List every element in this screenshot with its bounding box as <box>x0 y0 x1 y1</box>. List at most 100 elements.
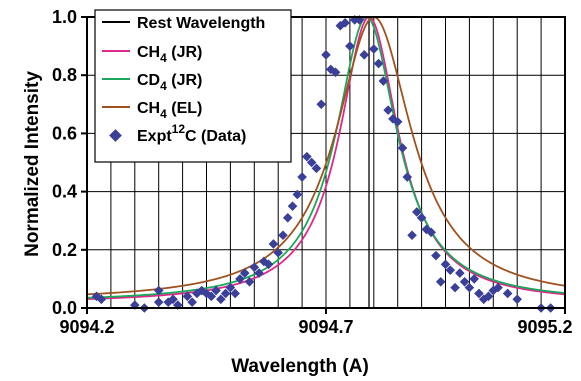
x-axis-title: Wavelength (A) <box>231 356 369 377</box>
legend: Rest Wavelength CH4 (JR) CD4 (JR) CH4 (E… <box>94 9 292 163</box>
data-point-diamond <box>220 288 231 299</box>
data-point-diamond <box>316 99 327 110</box>
legend-entry-expt: Expt12C (Data) <box>109 122 246 145</box>
data-point-diamond <box>397 143 408 153</box>
data-point-diamond <box>163 297 174 307</box>
data-point-diamond <box>192 288 202 299</box>
data-point-diamond <box>392 116 403 127</box>
legend-entry-ch4-el: CH4 (EL) <box>102 100 202 121</box>
x-tick-label: 9094.2 <box>59 317 114 337</box>
data-point-diamond <box>263 259 274 270</box>
data-point-diamond <box>287 201 298 211</box>
y-axis-title: Normalized Intensity <box>22 71 43 257</box>
data-point-diamond <box>153 297 164 307</box>
data-point-diamond <box>440 259 451 270</box>
data-point-diamond <box>268 239 279 249</box>
data-point-diamond <box>474 288 484 299</box>
data-point-diamond <box>478 294 489 305</box>
data-point-diamond <box>512 294 522 305</box>
series-line <box>86 16 566 299</box>
legend-label-expt-tail: C (Data) <box>185 128 246 145</box>
data-point-diamond <box>359 50 370 60</box>
data-point-diamond <box>130 300 140 310</box>
legend-entry-rest: Rest Wavelength <box>102 15 265 32</box>
y-tick-labels: 0.0 0.2 0.4 0.6 0.8 1.0 <box>52 7 77 318</box>
data-point-diamond <box>469 274 479 284</box>
data-point-diamond <box>345 41 355 51</box>
data-point-diamond <box>244 277 255 287</box>
data-point-diamond <box>335 20 346 31</box>
y-tick-label: 0.6 <box>52 123 77 143</box>
legend-box <box>94 9 292 163</box>
y-tick-label: 0.8 <box>52 65 77 85</box>
data-point-diamond <box>445 265 456 275</box>
data-point-diamond <box>96 294 107 305</box>
data-point-diamond <box>249 262 260 273</box>
data-point-diamond <box>483 291 494 302</box>
data-point-diamond <box>216 294 226 305</box>
plot-series <box>86 16 566 308</box>
legend-label-expt: Expt12C (Data) <box>137 122 246 145</box>
data-point-diamond <box>435 277 446 287</box>
data-point-diamond <box>407 230 417 241</box>
legend-label-ch4-el-tail: (EL) <box>167 100 203 117</box>
data-point-diamond <box>302 151 312 162</box>
data-point-diamond <box>173 300 183 310</box>
axis-ticks <box>81 16 566 314</box>
x-tick-label: 9094.7 <box>298 317 353 337</box>
legend-label-expt-sup: 12 <box>172 122 186 136</box>
data-point-diamond <box>450 282 460 293</box>
data-point-diamond <box>278 230 288 241</box>
legend-label-rest: Rest Wavelength <box>137 15 265 32</box>
data-point-diamond <box>273 247 283 258</box>
data-point-diamond <box>459 277 470 287</box>
legend-label-ch4-jr-tail: (JR) <box>167 44 203 61</box>
data-point-diamond <box>464 282 475 293</box>
data-point-diamond <box>254 268 264 278</box>
data-point-diamond <box>426 227 436 238</box>
data-point-diamond <box>306 157 317 168</box>
data-point-diamond <box>402 172 413 182</box>
legend-entry-cd4-jr: CD4 (JR) <box>102 72 202 93</box>
legend-label-cd4-jr-tail: (JR) <box>167 72 203 89</box>
data-point-diamond <box>211 285 221 296</box>
data-point-diamond <box>168 294 178 305</box>
legend-label-ch4-jr-sub: 4 <box>160 51 167 65</box>
data-point-diamond <box>488 285 499 296</box>
data-point-diamond <box>431 250 441 261</box>
legend-label-cd4-jr-main: CD <box>137 72 160 89</box>
data-point-diamond <box>373 58 384 69</box>
data-point-diamond <box>421 224 432 235</box>
x-tick-label: 9095.2 <box>517 317 572 337</box>
series-line <box>86 16 566 300</box>
data-point-diamond <box>225 282 236 293</box>
legend-label-ch4-jr-main: CH <box>137 44 160 61</box>
data-point-diamond <box>206 291 217 302</box>
data-point-diamond <box>297 172 307 182</box>
legend-label-ch4-jr: CH4 (JR) <box>137 44 202 65</box>
data-point-diamond <box>259 256 269 267</box>
data-point-diamond <box>321 50 331 60</box>
data-point-diamond <box>369 44 379 54</box>
legend-label-ch4-el: CH4 (EL) <box>137 100 202 121</box>
y-tick-label: 1.0 <box>52 7 77 27</box>
data-point-diamond <box>235 274 245 284</box>
legend-label-ch4-el-main: CH <box>137 100 160 117</box>
data-point-diamond <box>230 288 240 299</box>
legend-label-ch4-el-sub: 4 <box>160 107 167 121</box>
series-line <box>86 16 566 296</box>
data-point-diamond <box>412 207 422 217</box>
legend-label-cd4-jr: CD4 (JR) <box>137 72 202 93</box>
legend-entry-ch4-jr: CH4 (JR) <box>102 44 202 65</box>
data-point-diamond <box>455 268 465 278</box>
data-point-diamond <box>330 67 341 78</box>
data-point-diamond <box>311 163 322 174</box>
data-point-diamond <box>182 291 193 302</box>
x-tick-labels: 9094.2 9094.7 9095.2 <box>59 317 572 337</box>
y-tick-label: 0.0 <box>52 298 77 318</box>
data-point-diamond <box>378 76 389 86</box>
data-point-diamond <box>282 212 293 223</box>
data-point-diamond <box>502 288 513 299</box>
data-point-diamond <box>383 105 393 115</box>
